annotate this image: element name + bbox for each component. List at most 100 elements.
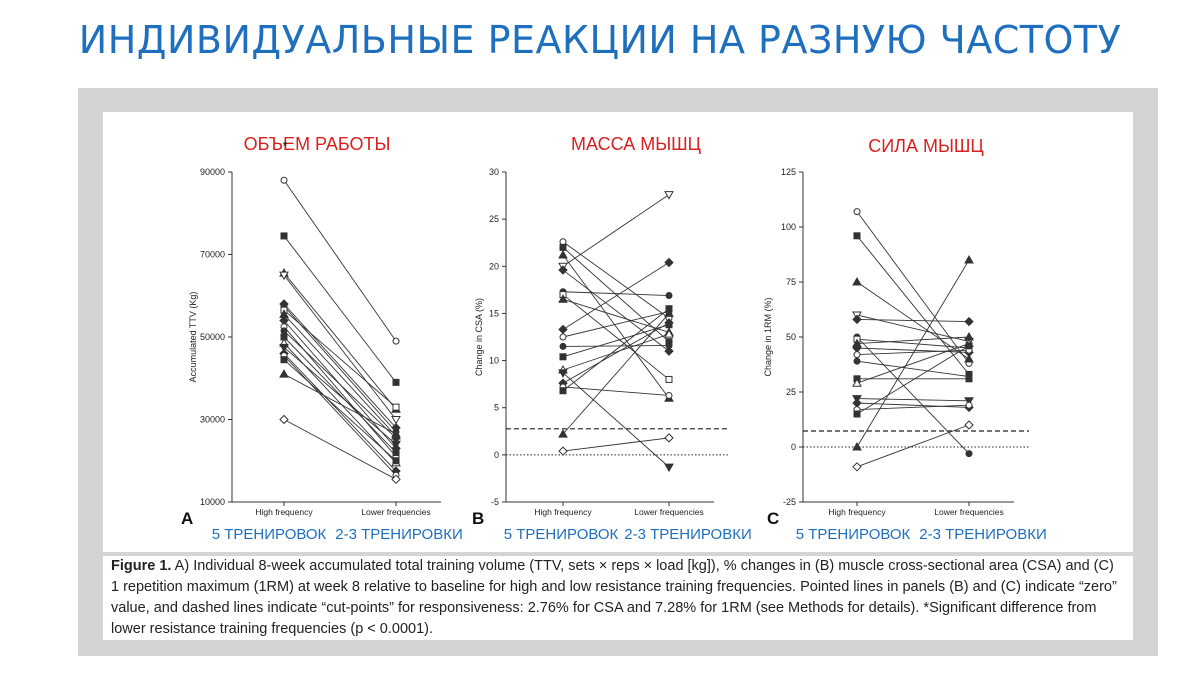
data-point-high [853,410,861,418]
data-point-high [280,176,288,184]
series-line [559,308,673,341]
data-point-high [559,238,567,246]
series-segment [856,318,970,323]
series-segment [562,313,670,435]
y-tick-label: 5 [494,403,499,413]
series-line [558,433,674,456]
series-line [559,291,673,383]
data-point-low [665,391,673,399]
data-point-low [965,450,973,458]
chart-panel-a: 10000 30000 50000 70000 90000 Accumulated TTV… [181,134,463,543]
series-segment [856,259,970,448]
caption-text: A) Individual 8-week accumulated total t… [111,558,1117,637]
data-point-low [391,440,401,450]
series-line [853,357,973,381]
series-line [279,343,401,450]
y-tick-label: 20 [489,261,499,271]
y-tick-label: 75 [786,277,796,287]
data-point-low [964,254,974,264]
data-point-low [964,397,974,406]
data-point-high [558,369,568,378]
overlay-title: ОБЪЕМ РАБОТЫ [244,134,391,154]
figure-panel: 10000 30000 50000 70000 90000 Accumulated TTV… [103,112,1133,552]
data-point-low [664,191,674,200]
series-segment [562,241,670,319]
data-point-high [559,387,567,395]
series-line [559,238,673,322]
series-line [280,356,400,465]
data-point-low [391,428,401,438]
data-point-low [965,342,973,350]
y-tick-label: 50000 [200,332,225,342]
data-point-high [558,324,568,335]
data-point-high [853,208,861,216]
data-point-low [664,257,674,268]
data-point-low [664,463,674,473]
y-tick-label: 30000 [200,415,225,425]
data-point-high [558,446,568,456]
series-segment [856,402,970,408]
x-tick-label: Lower frequencies [361,507,430,517]
y-tick-label: 25 [786,387,796,397]
series-segment [283,309,397,408]
data-point-high [852,398,862,408]
series-line [558,308,674,438]
series-line [280,232,400,386]
series-segment [562,262,670,330]
y-tick-label: 70000 [200,250,225,260]
series-line [279,268,401,413]
series-segment [856,360,970,378]
y-tick-label: 10 [489,356,499,366]
series-line [852,314,974,327]
series-segment [283,314,397,437]
series-line [853,232,973,378]
panel-letter: A [181,509,193,528]
data-point-low [965,375,973,383]
series-segment [283,274,397,420]
x-tick-label: High frequency [534,507,592,517]
series-segment [856,336,970,345]
data-point-high [558,265,568,275]
series-line [558,294,674,336]
data-point-low [392,337,400,345]
series-line [852,254,974,451]
caption-label: Figure 1. [111,558,172,574]
series-segment [283,326,397,457]
data-point-low [664,308,674,317]
series-segment [856,336,970,454]
series-segment [283,353,397,472]
data-point-high [852,314,862,325]
series-line [279,271,401,425]
series-line [279,414,401,485]
data-point-low [664,329,674,338]
x-tick-label: Lower frequencies [634,507,703,517]
series-segment [562,345,670,347]
series-line [852,420,974,472]
y-axis-label: Accumulated TTV (Kg) [188,292,198,383]
series-line [280,176,400,345]
series-segment [562,269,670,352]
data-point-high [559,353,567,361]
series-line [279,309,401,440]
data-point-high [853,351,861,359]
series-line [558,249,674,402]
x-tick-label: High frequency [828,507,886,517]
series-line [558,191,674,272]
data-point-high [559,333,567,341]
y-axis-label: Change in CSA (%) [474,298,484,376]
overlay-category-label: 2-3 ТРЕНИРОВКИ [335,526,463,543]
series-segment [562,298,670,333]
series-segment [856,347,970,353]
series-segment [562,386,670,396]
y-axis-label: Change in 1RM (%) [763,297,773,376]
series-segment [562,194,670,267]
series-segment [283,373,397,435]
data-point-low [964,316,974,327]
overlay-title: МАССА МЫШЦ [571,134,701,154]
y-tick-label: 90000 [200,167,225,177]
series-line [559,341,673,350]
series-segment [283,336,397,453]
data-point-low [392,378,400,386]
series-line [280,333,400,456]
y-tick-label: 0 [791,442,796,452]
